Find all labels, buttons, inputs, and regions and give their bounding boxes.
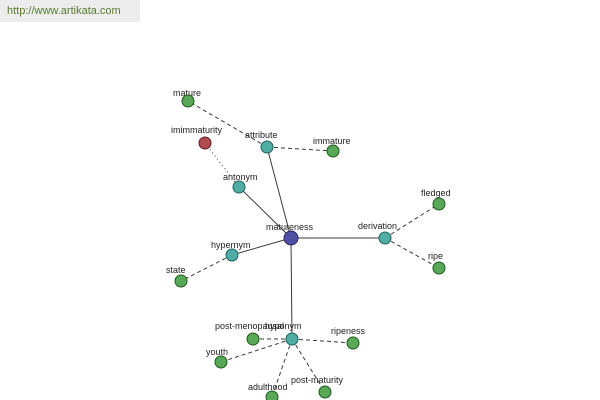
edge-hyponym-adulthood xyxy=(271,338,293,398)
url-text: http://www.artikata.com xyxy=(7,5,121,17)
node-post-menopausal[interactable] xyxy=(246,332,260,346)
node-label-matureness: matureness xyxy=(266,222,314,232)
node-matureness[interactable] xyxy=(283,230,299,246)
edge-derivation-ripe xyxy=(384,237,440,269)
node-label-post-maturity: post-maturity xyxy=(291,375,344,385)
node-label-fledged: fledged xyxy=(421,188,451,198)
node-label-immature: immature xyxy=(313,136,351,146)
node-adulthood[interactable] xyxy=(265,390,279,400)
node-label-ripe: ripe xyxy=(428,251,443,261)
node-label-hypernym: hypernym xyxy=(211,240,251,250)
node-label-derivation: derivation xyxy=(358,221,397,231)
edge-hyponym-ripeness xyxy=(291,338,354,344)
node-fledged[interactable] xyxy=(432,197,446,211)
node-state[interactable] xyxy=(174,274,188,288)
node-hyponym[interactable] xyxy=(285,332,299,346)
node-hypernym[interactable] xyxy=(225,248,239,262)
node-label-antonym: antonym xyxy=(223,172,258,182)
edge-attribute-immature xyxy=(266,146,334,152)
node-youth[interactable] xyxy=(214,355,228,369)
node-derivation[interactable] xyxy=(378,231,392,245)
edge-matureness-hyponym xyxy=(290,237,293,340)
node-attribute[interactable] xyxy=(260,140,274,154)
node-post-maturity[interactable] xyxy=(318,385,332,399)
node-ripeness[interactable] xyxy=(346,336,360,350)
node-immature[interactable] xyxy=(326,144,340,158)
url-bar[interactable]: http://www.artikata.com xyxy=(0,0,140,22)
node-label-ripeness: ripeness xyxy=(331,326,366,336)
node-label-imimmaturity: imimmaturity xyxy=(171,125,222,135)
node-mature[interactable] xyxy=(181,94,195,108)
node-ripe[interactable] xyxy=(432,261,446,275)
node-label-attribute: attribute xyxy=(245,130,278,140)
edge-hypernym-state xyxy=(180,254,233,282)
node-label-post-menopausal: post-menopausal xyxy=(215,321,284,331)
node-label-adulthood: adulthood xyxy=(248,382,288,392)
edge-matureness-antonym xyxy=(238,186,292,239)
node-imimmaturity[interactable] xyxy=(198,136,212,150)
edge-matureness-hypernym xyxy=(231,237,292,256)
edge-hyponym-post-maturity xyxy=(291,338,326,393)
edge-hyponym-youth xyxy=(220,338,293,363)
node-antonym[interactable] xyxy=(232,180,246,194)
node-label-hyponym: hyponym xyxy=(265,321,302,331)
node-label-state: state xyxy=(166,265,186,275)
edge-attribute-mature xyxy=(187,100,268,148)
edge-matureness-attribute xyxy=(266,146,292,239)
node-label-mature: mature xyxy=(173,88,201,98)
node-label-youth: youth xyxy=(206,347,228,357)
edge-derivation-fledged xyxy=(384,203,440,239)
